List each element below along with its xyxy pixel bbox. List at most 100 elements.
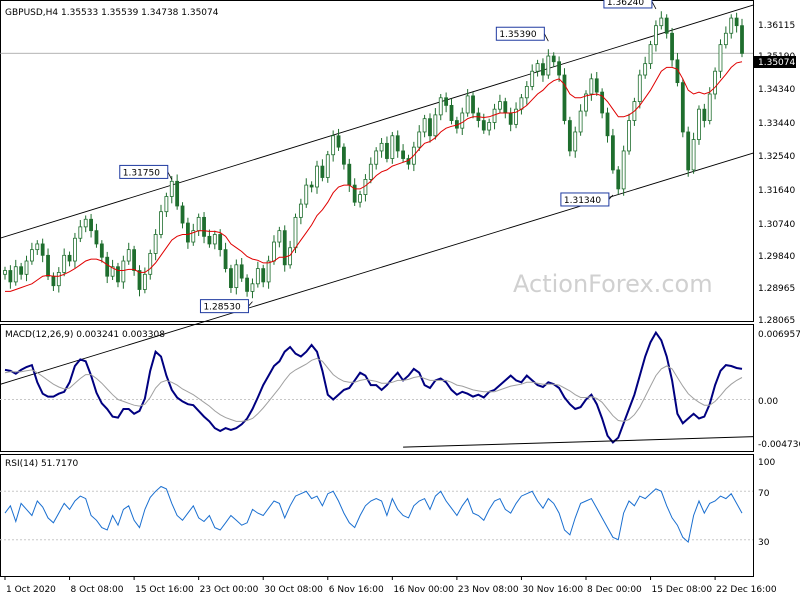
candle-body	[142, 273, 147, 290]
channel-layer	[0, 4, 755, 385]
annotation-box	[199, 299, 249, 314]
price-pane-frame	[0, 0, 754, 322]
candle-body	[105, 256, 110, 277]
candle-body	[169, 180, 174, 197]
candle-body	[277, 230, 282, 243]
candle-body	[481, 120, 486, 131]
x-tick-label: 15 Dec 08:00	[652, 585, 713, 595]
candle-body	[589, 78, 594, 95]
x-tick-label: 23 Oct 00:00	[200, 585, 259, 595]
annotation-label: 1.35390	[499, 30, 536, 40]
annotation-leader	[651, 1, 657, 10]
annotation-label: 1.36240	[607, 0, 644, 8]
annotation-label: 1.31750	[123, 168, 160, 178]
candle-body	[686, 131, 691, 171]
candle-body	[304, 184, 309, 205]
candle-body	[137, 270, 142, 290]
candle-body	[121, 260, 126, 283]
x-tick-label: 8 Oct 08:00	[71, 585, 124, 595]
annotation-label: 1.28530	[203, 303, 240, 313]
candle-body	[245, 277, 249, 292]
candle-body	[460, 112, 465, 129]
candle-body	[519, 97, 524, 110]
annotation-box	[560, 192, 610, 207]
rsi-axis: 100 70 30	[758, 458, 775, 548]
candle-body	[309, 184, 314, 188]
candle-body	[449, 104, 454, 121]
candle-body	[740, 25, 744, 54]
candle-body	[385, 142, 389, 159]
candle-body	[422, 118, 427, 133]
candle-body	[191, 230, 196, 243]
candle-body	[551, 55, 556, 63]
rsi-line	[4, 485, 743, 544]
price-tick: 1.30740	[758, 220, 795, 230]
candle-body	[524, 86, 529, 99]
candle-body	[196, 216, 201, 232]
price-tick: 1.32540	[758, 152, 795, 162]
candle-body	[535, 63, 540, 72]
macd-pane-title: MACD(12,26,9) 0.003241 0.003308	[5, 330, 165, 340]
annotations-layer: 1.31750 1.28530 1.35390 1.31340 1.36240	[119, 0, 657, 314]
candle-body	[713, 70, 718, 95]
candle-body	[680, 82, 685, 133]
candle-body	[584, 93, 588, 112]
x-tick-label: 8 Dec 00:00	[587, 585, 642, 595]
candle-body	[734, 17, 739, 27]
candle-body	[637, 74, 642, 102]
candle-body	[352, 184, 357, 203]
annotation-label: 1.31340	[564, 196, 601, 206]
price-tick: 1.33440	[758, 119, 795, 129]
candle-body	[202, 216, 206, 237]
candle-body	[347, 163, 352, 186]
current-price-tag	[754, 56, 796, 68]
x-axis: 1 Oct 2020 8 Oct 08:00 15 Oct 16:00 23 Oct …	[4, 576, 777, 595]
candle-body	[605, 112, 610, 137]
candle-body	[62, 254, 67, 273]
candle-body	[19, 266, 24, 275]
candle-body	[288, 247, 293, 266]
candle-body	[723, 32, 728, 46]
annotation-leader	[248, 301, 253, 307]
candle-body	[29, 249, 34, 262]
candle-body	[433, 114, 438, 137]
macd-axis: 0.006957 0.00 -0.004736	[758, 330, 800, 450]
candle-body	[13, 266, 18, 283]
moving-average-layer	[5, 61, 743, 292]
candle-body	[697, 108, 701, 140]
candle-body	[417, 131, 422, 148]
macd-pane-frame	[0, 324, 754, 452]
candle-body	[514, 108, 518, 125]
candle-body	[471, 95, 475, 114]
candle-body	[126, 249, 131, 262]
watermark: ActionForex.com	[513, 270, 713, 298]
x-tick-label: 22 Dec 16:00	[716, 585, 777, 595]
x-tick-label: 30 Nov 16:00	[522, 585, 583, 595]
candle-body	[546, 55, 551, 76]
candle-body	[331, 135, 336, 156]
candle-body	[659, 17, 664, 27]
candle-body	[718, 44, 723, 72]
candle-body	[594, 78, 599, 93]
candle-body	[132, 249, 137, 271]
candle-body	[272, 241, 276, 262]
candle-body	[390, 135, 395, 159]
candle-body	[729, 17, 734, 34]
candle-body	[610, 135, 615, 171]
price-tick: 1.29840	[758, 252, 795, 262]
candle-body	[374, 150, 379, 165]
annotation-leader	[543, 33, 549, 42]
candle-body	[282, 230, 287, 266]
annotation-leader	[608, 194, 614, 200]
x-tick-label: 15 Oct 16:00	[135, 585, 194, 595]
candle-body	[691, 139, 696, 171]
candle-body	[503, 101, 508, 114]
candle-body	[212, 234, 217, 245]
price-tick: 1.28065	[758, 316, 795, 326]
candle-body	[266, 260, 271, 283]
candle-body	[621, 150, 626, 190]
x-tick-label: 23 Nov 08:00	[458, 585, 519, 595]
x-tick-label: 1 Oct 2020	[6, 585, 56, 595]
